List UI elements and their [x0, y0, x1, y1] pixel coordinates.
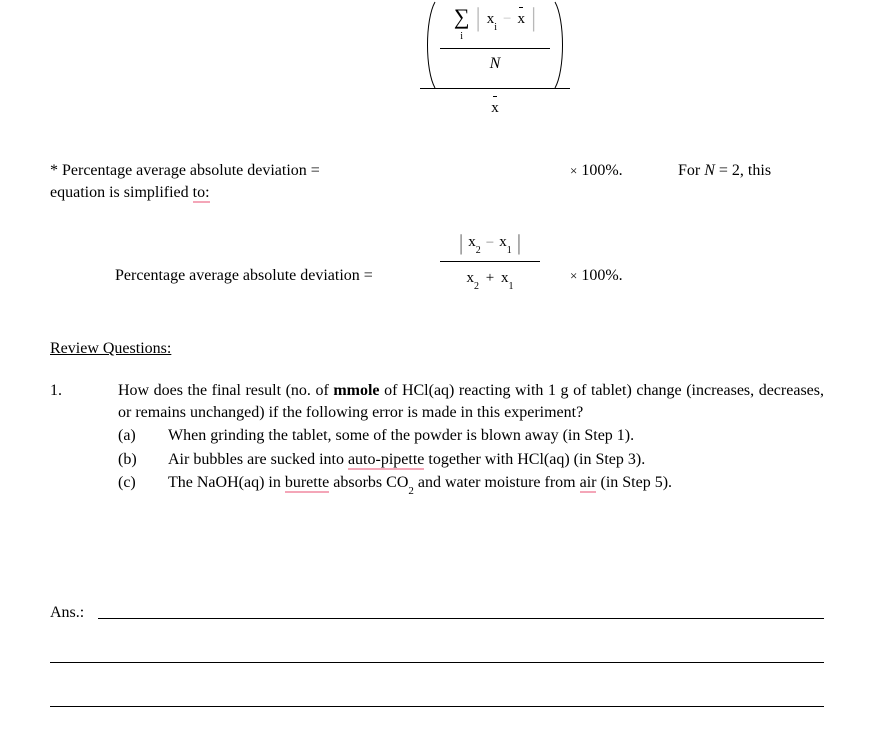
question-number: 1. [50, 380, 62, 402]
question-item-c: (c) The NaOH(aq) in burette absorbs CO2 … [118, 472, 824, 496]
minus-sign: − [503, 6, 511, 29]
question-stem: How does the final result (no. of mmole … [118, 380, 824, 423]
underline-air: air [580, 474, 597, 493]
question-body: How does the final result (no. of mmole … [118, 380, 824, 496]
definition-prefix: * Percentage average absolute deviation … [50, 160, 320, 182]
abs-bar-left-icon: | [476, 6, 481, 30]
inner-denominator: N [440, 53, 550, 75]
xi-term: xi [487, 6, 497, 32]
for-n-text: For N = 2, this [670, 160, 771, 182]
formula2-numerator: | x2 − x1 | [440, 232, 540, 255]
answer-line-2[interactable] [50, 662, 824, 663]
outer-denominator: x [420, 95, 570, 118]
x-bar-denom: x [491, 95, 499, 118]
definition-line-1: * Percentage average absolute deviation … [50, 160, 824, 182]
question-1: 1. How does the final result (no. of mmo… [50, 380, 824, 496]
right-paren-icon [552, 0, 568, 90]
for-n-var: N [704, 162, 715, 179]
question-item-a: (a) When grinding the tablet, some of th… [118, 425, 824, 447]
sigma-index: i [454, 30, 470, 44]
for-n-pre: For [678, 162, 704, 179]
answer-line-1[interactable] [98, 618, 824, 619]
abs-right-icon: | [517, 232, 521, 254]
definition-line-2: equation is simplified to: [50, 182, 210, 204]
x2-term: x2 [468, 232, 481, 255]
underline-autopipette: auto-pipette [348, 451, 424, 470]
item-text-a: When grinding the tablet, some of the po… [168, 425, 824, 447]
x-sub-i: i [494, 22, 497, 33]
sigma-symbol: ∑ [454, 6, 470, 28]
abs-bar-right-icon: | [531, 6, 536, 30]
line2-pre: equation is simplified [50, 184, 193, 201]
for-n-post: = 2, this [715, 162, 771, 179]
item-label-c: (c) [118, 472, 168, 496]
line2-underlined: to: [193, 184, 210, 203]
formula2-label: Percentage average absolute deviation = [115, 265, 373, 287]
item-label-a: (a) [118, 425, 168, 447]
co2-subscript: 2 [408, 485, 414, 497]
x1-term: x1 [499, 232, 512, 255]
formula-numerator: ∑ i | xi − x | [440, 6, 550, 44]
abs-left-icon: | [459, 232, 463, 254]
times-100-text: × 100%. [570, 160, 623, 182]
fraction-rule-inner [440, 48, 550, 49]
formula-avg-abs-dev-n2: | x2 − x1 | x2 + x1 [440, 232, 540, 290]
formula2-denominator: x2 + x1 [440, 268, 540, 291]
formula-avg-abs-dev-full: ∑ i | xi − x | N x [420, 6, 570, 118]
formula2-rule [440, 261, 540, 262]
document-page: ∑ i | xi − x | N x * Percentage average … [0, 0, 874, 744]
answer-line-3[interactable] [50, 706, 824, 707]
x-bar: x [517, 6, 525, 29]
underline-burette: burette [285, 474, 329, 493]
left-paren-icon [422, 0, 438, 90]
formula2-tail: × 100%. [570, 265, 623, 287]
minus-sign-2: − [486, 233, 494, 253]
mmole-bold: mmole [333, 382, 379, 399]
item-text-b: Air bubbles are sucked into auto-pipette… [168, 449, 824, 471]
formula-parenthesized-fraction: ∑ i | xi − x | N [440, 6, 550, 74]
review-questions-heading: Review Questions: [50, 338, 171, 360]
question-item-b: (b) Air bubbles are sucked into auto-pip… [118, 449, 824, 471]
item-label-b: (b) [118, 449, 168, 471]
answer-label: Ans.: [50, 602, 84, 624]
item-text-c: The NaOH(aq) in burette absorbs CO2 and … [168, 472, 824, 496]
fraction-rule-outer [420, 88, 570, 89]
